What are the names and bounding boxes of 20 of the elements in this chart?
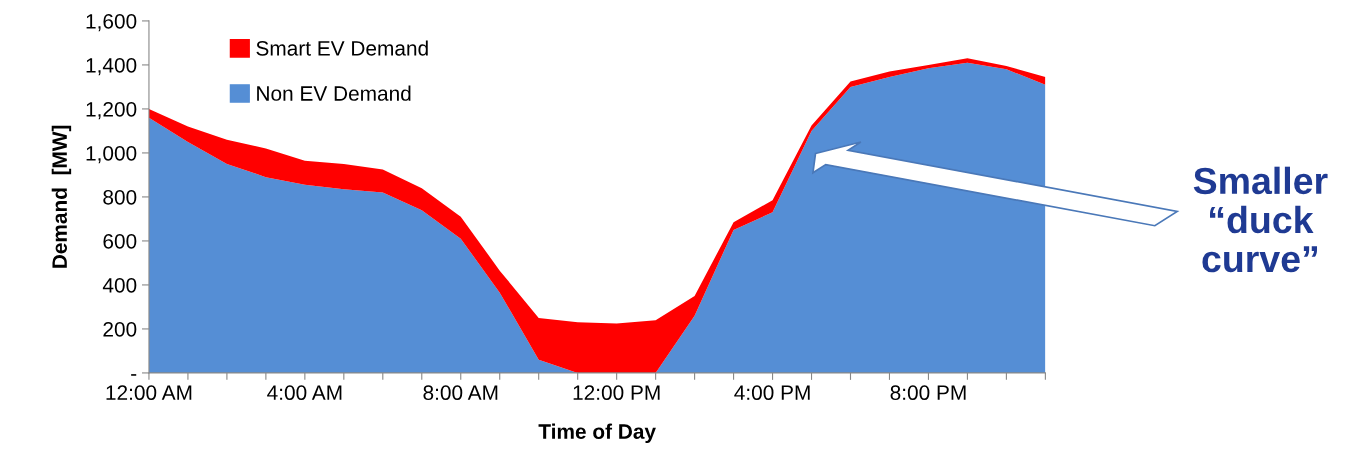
y-tick-label: 600: [103, 233, 137, 249]
x-tick-label: 12:00 AM: [106, 385, 192, 401]
y-tick-label: 400: [102, 277, 137, 293]
y-tick-label: 1,200: [86, 101, 137, 120]
y-axis-title: Demand [MW]: [51, 125, 72, 268]
x-axis-title: Time of Day: [538, 423, 656, 444]
legend-label: Smart EV Demand: [256, 40, 428, 56]
text: Smaller “duck curve”: [1193, 166, 1328, 273]
x-tick-label: 8:00 AM: [423, 385, 498, 401]
x-tick-label: 4:00 PM: [734, 385, 810, 401]
y-tick-label: 200: [103, 321, 137, 337]
y-tick-label: 1,000: [86, 145, 137, 164]
x-tick-label: 12:00 PM: [573, 385, 660, 401]
y-tick-label: -: [131, 374, 137, 376]
legend-label: Non EV Demand: [257, 85, 411, 101]
y-tick-label: 1,600: [86, 13, 137, 32]
y-tick-label: 800: [103, 189, 137, 205]
x-tick-label: 8:00 PM: [890, 385, 966, 401]
y-tick-label: 1,400: [86, 57, 137, 76]
x-tick-label: 4:00 AM: [267, 385, 342, 401]
